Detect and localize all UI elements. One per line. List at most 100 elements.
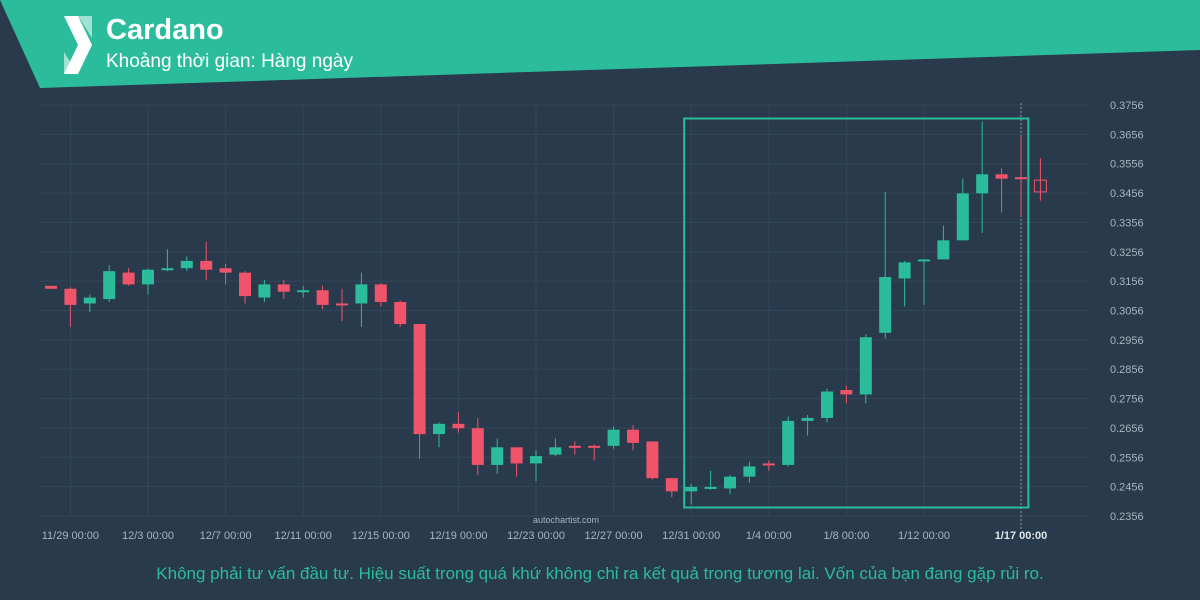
candle xyxy=(374,282,387,307)
y-tick-label: 0.2556 xyxy=(1110,452,1144,464)
candle-body xyxy=(607,429,620,446)
candle-body xyxy=(976,174,989,194)
candle-body xyxy=(374,284,387,302)
x-tick-label: 12/7 00:00 xyxy=(200,530,252,542)
candle-body xyxy=(297,290,310,293)
candle xyxy=(801,415,814,436)
candle xyxy=(180,256,193,272)
grid-lines xyxy=(40,104,1090,517)
candle-body xyxy=(995,174,1008,179)
candle xyxy=(743,461,756,483)
candle xyxy=(859,334,872,404)
y-tick-label: 0.3256 xyxy=(1110,247,1144,259)
candle xyxy=(607,426,620,449)
candle xyxy=(530,450,542,482)
candle-body xyxy=(588,445,601,448)
candle-body xyxy=(200,260,213,270)
x-tick-label: 12/3 00:00 xyxy=(122,530,174,542)
candlestick-chart: 0.3756 0.3656 0.3556 0.3456 0.3356 0.3256 0.31… xyxy=(40,100,1144,542)
candle-body xyxy=(433,423,445,435)
candle xyxy=(549,438,562,457)
candle-body xyxy=(918,259,930,262)
candle xyxy=(355,272,368,327)
candle xyxy=(297,285,310,298)
candle-body xyxy=(258,284,271,298)
candle xyxy=(336,288,348,322)
pattern-region xyxy=(683,117,1030,509)
candle xyxy=(937,225,950,260)
y-tick-label: 0.3456 xyxy=(1110,188,1144,200)
y-tick-label: 0.2656 xyxy=(1110,423,1144,435)
candle xyxy=(685,484,698,505)
candle-body xyxy=(239,272,251,297)
candle-body xyxy=(161,268,174,271)
candle-body xyxy=(840,390,853,395)
candle-body xyxy=(316,290,329,305)
y-tick-label: 0.2356 xyxy=(1110,511,1144,523)
candle-body xyxy=(956,193,969,241)
candle xyxy=(782,416,795,467)
chart-subtitle: Khoảng thời gian: Hàng ngày xyxy=(106,51,353,72)
y-axis-labels: 0.3756 0.3656 0.3556 0.3456 0.3356 0.3256 0.31… xyxy=(1110,100,1144,523)
candle xyxy=(45,285,57,289)
x-axis-labels: 11/29 00:00 12/3 00:00 12/7 00:00 12/11 00:… xyxy=(42,530,1048,542)
candle-body xyxy=(530,456,542,464)
candle xyxy=(588,444,601,461)
candle xyxy=(976,121,989,233)
y-tick-label: 0.3056 xyxy=(1110,306,1144,318)
candle-body xyxy=(219,268,232,273)
candle xyxy=(879,191,892,339)
candle-body xyxy=(859,337,872,395)
candle-body xyxy=(801,417,814,421)
candle-body xyxy=(665,478,678,492)
x-tick-label: 12/27 00:00 xyxy=(585,530,643,542)
pattern-box xyxy=(683,117,1030,509)
candle-body xyxy=(879,277,892,333)
y-tick-label: 0.2456 xyxy=(1110,482,1144,494)
candle-body xyxy=(277,284,290,292)
watermark: autochartist.com xyxy=(533,515,599,525)
candle xyxy=(452,412,465,433)
candle-body xyxy=(1015,177,1027,180)
candles xyxy=(45,121,1047,505)
candle-body xyxy=(627,429,639,443)
candle-body xyxy=(64,288,77,305)
autochartist-logo-icon xyxy=(64,16,92,74)
y-tick-label: 0.3356 xyxy=(1110,217,1144,229)
candle-body xyxy=(142,269,154,285)
y-tick-label: 0.3556 xyxy=(1110,159,1144,171)
x-tick-label: 12/19 00:00 xyxy=(429,530,487,542)
x-tick-label: 12/11 00:00 xyxy=(275,530,332,542)
candle xyxy=(627,425,639,451)
candle xyxy=(704,470,717,490)
candle-body xyxy=(510,447,523,464)
y-tick-label: 0.2856 xyxy=(1110,364,1144,376)
candle xyxy=(956,178,969,241)
candle xyxy=(103,265,116,302)
candle-body xyxy=(45,285,57,289)
x-tick-label: 1/8 00:00 xyxy=(823,530,869,542)
candle xyxy=(277,279,290,300)
candle-body xyxy=(743,466,756,477)
candle-body xyxy=(898,262,911,279)
candle xyxy=(83,294,96,313)
x-tick-label: 11/29 00:00 xyxy=(42,530,99,542)
candle-body xyxy=(180,260,193,269)
candle xyxy=(219,263,232,285)
candle-body xyxy=(491,447,504,465)
x-tick-label: 1/4 00:00 xyxy=(746,530,792,542)
candle xyxy=(64,287,77,327)
y-tick-label: 0.2956 xyxy=(1110,335,1144,347)
candle xyxy=(122,268,135,286)
x-tick-label: 12/31 00:00 xyxy=(662,530,720,542)
candle xyxy=(665,478,678,498)
candle xyxy=(491,438,504,474)
candle-body xyxy=(413,324,426,435)
candle-body xyxy=(937,240,950,260)
candle-body xyxy=(1033,179,1047,193)
candle-body xyxy=(646,441,659,479)
candle xyxy=(258,279,271,302)
candle xyxy=(510,447,523,477)
candle-body xyxy=(724,476,736,489)
candle-body xyxy=(355,284,368,304)
